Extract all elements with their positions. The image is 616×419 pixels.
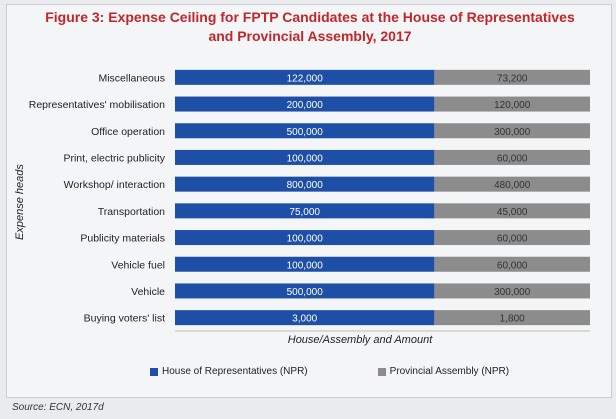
category-label: Transportation	[98, 206, 165, 218]
category-label: Vehicle fuel	[111, 259, 165, 271]
legend: House of Representatives (NPR) Provincia…	[150, 366, 590, 377]
data-label-house: 75,000	[289, 207, 320, 218]
data-label-provincial: 1,800	[500, 314, 525, 325]
legend-item-provincial: Provincial Assembly (NPR)	[377, 366, 510, 377]
data-label-house: 100,000	[287, 260, 324, 271]
data-label-house: 500,000	[287, 287, 324, 298]
legend-item-house: House of Representatives (NPR)	[150, 366, 308, 377]
bar-house	[175, 69, 435, 85]
data-label-provincial: 60,000	[497, 153, 528, 164]
bar-provincial	[434, 176, 590, 192]
data-label-provincial: 45,000	[497, 207, 528, 218]
category-label: Publicity materials	[80, 233, 165, 245]
bar-provincial	[434, 310, 590, 326]
bar-house	[175, 176, 435, 192]
bar-provincial	[434, 283, 590, 299]
legend-swatch-house	[150, 367, 158, 376]
bar-provincial	[434, 123, 590, 139]
bar-house	[175, 96, 435, 112]
category-label: Workshop/ interaction	[64, 179, 166, 191]
data-label-provincial: 60,000	[497, 234, 528, 245]
x-axis-label: House/Assembly and Amount	[287, 334, 433, 346]
data-label-provincial: 120,000	[494, 100, 531, 111]
data-label-house: 500,000	[287, 127, 324, 138]
data-label-house: 100,000	[287, 153, 324, 164]
bar-house	[175, 310, 435, 326]
data-label-house: 100,000	[287, 234, 324, 245]
data-label-provincial: 480,000	[494, 180, 531, 191]
category-label: Miscellaneous	[98, 72, 165, 84]
legend-label-provincial: Provincial Assembly (NPR)	[389, 366, 510, 377]
y-axis-label: Expense heads	[14, 164, 26, 240]
data-label-provincial: 300,000	[494, 127, 531, 138]
category-label: Office operation	[91, 126, 165, 138]
bar-house	[175, 283, 435, 299]
category-label: Representatives' mobilisation	[29, 99, 165, 111]
data-label-house: 800,000	[287, 180, 324, 191]
data-label-house: 3,000	[292, 314, 317, 325]
bar-house	[175, 149, 435, 165]
bar-provincial	[434, 230, 590, 246]
data-label-house: 122,000	[287, 73, 324, 84]
bar-provincial	[434, 96, 590, 112]
data-label-provincial: 60,000	[497, 260, 528, 271]
chart-frame	[6, 4, 612, 398]
source-note: Source: ECN, 2017d	[12, 402, 104, 413]
data-label-provincial: 73,200	[497, 73, 528, 84]
bar-provincial	[434, 203, 590, 219]
bar-house	[175, 123, 435, 139]
category-label: Print, electric publicity	[63, 152, 165, 164]
bar-provincial	[434, 69, 590, 85]
bar-house	[175, 203, 435, 219]
legend-swatch-provincial	[377, 367, 386, 376]
bar-house	[175, 230, 435, 246]
bar-provincial	[434, 149, 590, 165]
category-label: Buying voters' list	[84, 313, 165, 325]
chart-title: Figure 3: Expense Ceiling for FPTP Candi…	[45, 9, 575, 44]
data-label-provincial: 300,000	[494, 287, 531, 298]
bar-provincial	[434, 256, 590, 272]
legend-label-house: House of Representatives (NPR)	[162, 366, 308, 377]
category-label: Vehicle	[131, 286, 165, 298]
data-label-house: 200,000	[287, 100, 324, 111]
bar-house	[175, 256, 435, 272]
